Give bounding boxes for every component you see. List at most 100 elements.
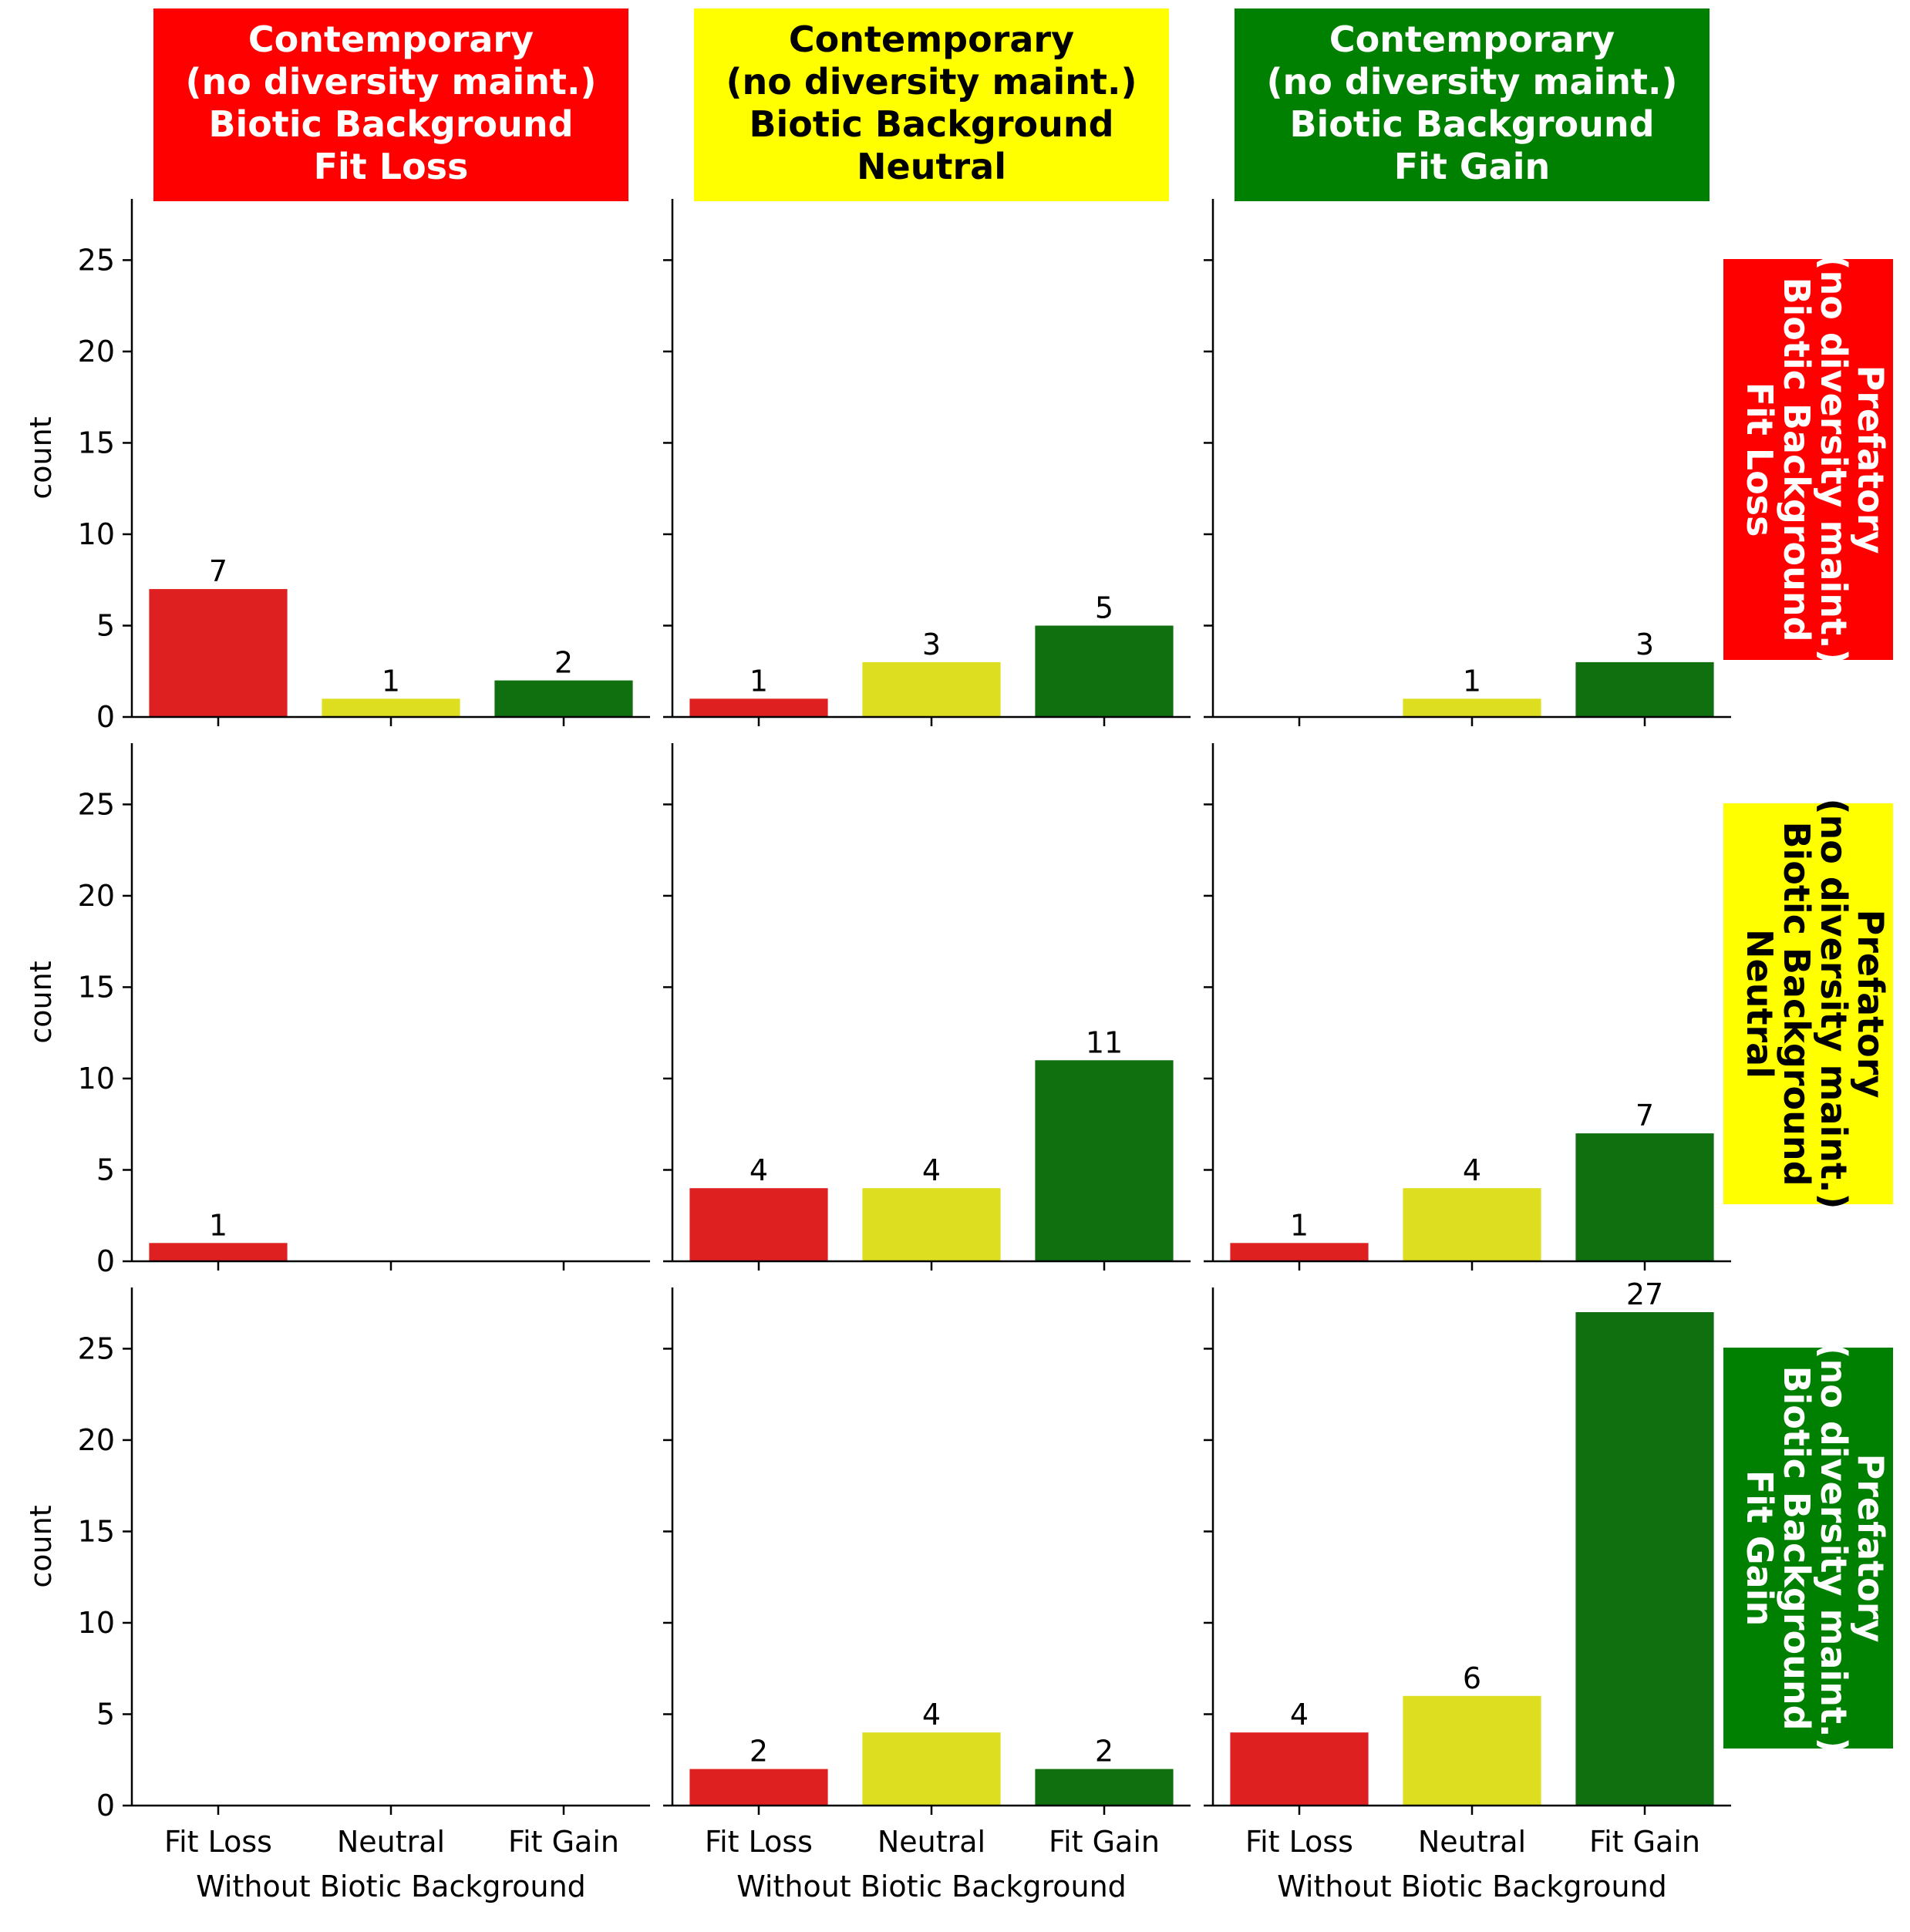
bar-value-label: 3 bbox=[1635, 628, 1654, 661]
row-header-1: Prefatory(no diversity maint.)Biotic Bac… bbox=[1723, 254, 1893, 665]
bar bbox=[1575, 661, 1714, 717]
bar-value-label: 11 bbox=[1086, 1025, 1123, 1059]
column-header-box bbox=[694, 8, 1169, 201]
x-axis-label: Without Biotic Background bbox=[1277, 1870, 1667, 1903]
bar bbox=[149, 589, 288, 717]
row-header-3: Prefatory(no diversity maint.)Biotic Bac… bbox=[1723, 1342, 1893, 1754]
y-tick-label: 10 bbox=[78, 1062, 115, 1096]
y-tick-label: 25 bbox=[78, 243, 115, 277]
bar bbox=[862, 1732, 1001, 1806]
column-header-line: Biotic Background bbox=[1289, 103, 1654, 145]
column-header-line: Contemporary bbox=[1329, 19, 1615, 60]
column-header-line: Biotic Background bbox=[749, 103, 1113, 145]
column-header-line: Contemporary bbox=[789, 19, 1074, 60]
bar-value-label: 1 bbox=[1463, 664, 1481, 698]
bar-value-label: 2 bbox=[1095, 1735, 1113, 1769]
y-tick-label: 5 bbox=[96, 608, 115, 642]
column-header-line: Fit Loss bbox=[314, 146, 469, 187]
bar bbox=[149, 1243, 288, 1261]
y-axis-label: count bbox=[24, 961, 58, 1043]
column-header-2: Contemporary(no diversity maint.)Biotic … bbox=[694, 8, 1169, 201]
bar bbox=[1230, 1243, 1369, 1261]
bar-value-label: 2 bbox=[750, 1735, 768, 1769]
bar-value-label: 1 bbox=[209, 1208, 227, 1242]
column-header-box bbox=[153, 8, 628, 201]
x-tick-label: Neutral bbox=[878, 1825, 985, 1859]
panel-r1-c2: 1 3 5 bbox=[663, 199, 1191, 726]
x-axis-label: Without Biotic Background bbox=[196, 1870, 586, 1903]
x-tick-label: Fit Gain bbox=[1049, 1825, 1160, 1859]
row-header-box bbox=[1723, 259, 1893, 660]
x-tick-label: Fit Gain bbox=[508, 1825, 619, 1859]
column-header-box bbox=[1235, 8, 1710, 201]
column-header-line: (no diversity maint.) bbox=[1266, 61, 1677, 103]
bar bbox=[689, 1769, 828, 1806]
y-tick-label: 0 bbox=[96, 1244, 115, 1278]
row-header-line: Prefatory bbox=[1850, 1454, 1891, 1643]
column-header-line: Biotic Background bbox=[208, 103, 573, 145]
row-header-line: Fit Loss bbox=[1739, 382, 1780, 537]
y-tick-label: 15 bbox=[78, 1514, 115, 1548]
bar bbox=[1035, 1060, 1174, 1261]
panel-r1-c3: 13 bbox=[1204, 199, 1731, 726]
column-header-3: Contemporary(no diversity maint.)Biotic … bbox=[1235, 8, 1710, 201]
panel-r3-c1: 0 5 10 15 20 25 Fit Loss Neutral Fit Gain count Wi… bbox=[24, 1287, 650, 1903]
column-header-line: Fit Gain bbox=[1394, 146, 1551, 187]
y-tick-label: 0 bbox=[96, 700, 115, 734]
bar bbox=[1403, 1695, 1541, 1806]
bar-value-label: 4 bbox=[750, 1153, 768, 1187]
y-tick-label: 15 bbox=[78, 426, 115, 459]
bar bbox=[494, 680, 633, 717]
bar bbox=[1575, 1312, 1714, 1806]
panel-r3-c2: 2 4 2 Fit Loss Neutral Fit Gain Without Biotic… bbox=[663, 1287, 1191, 1903]
bar-value-label: 4 bbox=[1290, 1698, 1309, 1732]
bar bbox=[1035, 625, 1174, 717]
y-tick-label: 10 bbox=[78, 517, 115, 551]
bar bbox=[1403, 1188, 1541, 1261]
y-tick-label: 15 bbox=[78, 970, 115, 1004]
bar-value-label: 1 bbox=[750, 664, 768, 698]
column-header-line: (no diversity maint.) bbox=[185, 61, 596, 103]
row-header-line: (no diversity maint.) bbox=[1813, 254, 1854, 665]
x-axis-label: Without Biotic Background bbox=[736, 1870, 1127, 1903]
x-tick-label: Fit Loss bbox=[164, 1825, 272, 1859]
x-tick-label: Fit Loss bbox=[1245, 1825, 1353, 1859]
row-header-2: Prefatory(no diversity maint.)Biotic Bac… bbox=[1723, 798, 1893, 1210]
x-tick-label: Neutral bbox=[337, 1825, 445, 1859]
y-tick-label: 25 bbox=[78, 1331, 115, 1365]
y-tick-label: 5 bbox=[96, 1153, 115, 1186]
row-header-line: Prefatory bbox=[1850, 910, 1891, 1099]
bar-value-label: 7 bbox=[1635, 1099, 1654, 1133]
bar-value-label: 5 bbox=[1095, 591, 1113, 624]
bar-value-label: 6 bbox=[1463, 1661, 1481, 1695]
y-tick-label: 20 bbox=[78, 879, 115, 913]
bar-value-label: 3 bbox=[922, 628, 941, 661]
y-axis-label: count bbox=[24, 416, 58, 499]
panel-r3-c3: 4 6 27 Fit Loss Neutral Fit Gain Without Bioti… bbox=[1204, 1277, 1731, 1903]
bar bbox=[1230, 1732, 1369, 1806]
x-tick-label: Fit Loss bbox=[705, 1825, 813, 1859]
row-header-line: Biotic Background bbox=[1776, 1365, 1817, 1730]
bar-value-label: 7 bbox=[209, 554, 227, 588]
row-header-line: (no diversity maint.) bbox=[1813, 1342, 1854, 1753]
bar-value-label: 2 bbox=[554, 646, 573, 680]
column-header-line: Contemporary bbox=[248, 19, 534, 60]
row-header-box bbox=[1723, 1348, 1893, 1749]
panel-r2-c3: 1 4 7 bbox=[1204, 743, 1731, 1271]
bar bbox=[689, 698, 828, 717]
bar-value-label: 27 bbox=[1626, 1277, 1663, 1311]
y-tick-label: 0 bbox=[96, 1789, 115, 1823]
y-tick-label: 20 bbox=[78, 1423, 115, 1457]
bar-value-label: 1 bbox=[1290, 1208, 1309, 1242]
y-tick-label: 5 bbox=[96, 1697, 115, 1731]
bar bbox=[689, 1188, 828, 1261]
column-header-line: Neutral bbox=[857, 146, 1006, 187]
bar bbox=[1575, 1133, 1714, 1261]
row-header-line: Biotic Background bbox=[1776, 821, 1817, 1186]
y-axis-label: count bbox=[24, 1505, 58, 1587]
column-header-1: Contemporary(no diversity maint.)Biotic … bbox=[153, 8, 628, 201]
bar bbox=[862, 1188, 1001, 1261]
